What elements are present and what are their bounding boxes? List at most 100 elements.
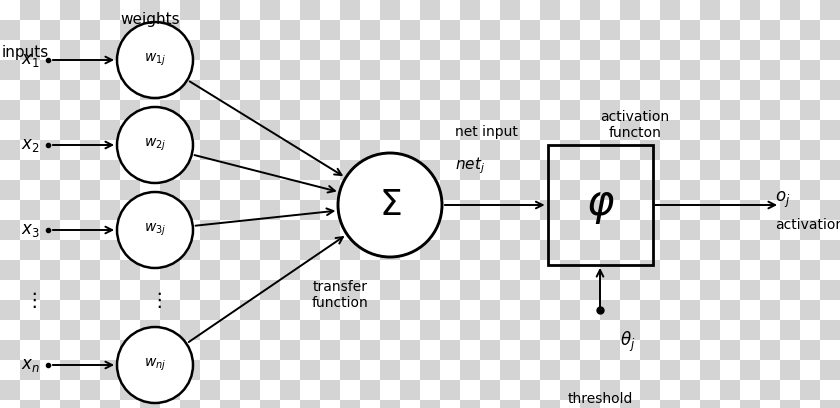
Bar [80,360,100,380]
Bar [660,300,680,320]
Bar [200,0,220,20]
Bar [200,260,220,280]
Bar [520,180,540,200]
Bar [760,260,780,280]
Bar [440,180,460,200]
Bar [760,120,780,140]
Bar [800,140,820,160]
Bar [660,220,680,240]
Bar [340,340,360,360]
Bar [0,240,20,260]
Bar [20,80,40,100]
Bar [560,220,580,240]
Bar [220,300,240,320]
Bar [500,320,520,340]
Bar [120,320,140,340]
Bar [140,0,160,20]
Bar [260,0,280,20]
Bar [660,140,680,160]
Bar [340,40,360,60]
Bar [60,360,80,380]
Bar [720,380,740,400]
Bar [260,340,280,360]
Bar [700,100,720,120]
Bar [420,360,440,380]
Bar [180,160,200,180]
Bar [100,60,120,80]
Bar [760,200,780,220]
Bar [560,300,580,320]
Bar [680,240,700,260]
Bar [700,240,720,260]
Bar [720,220,740,240]
Bar [440,220,460,240]
Text: $\theta_j$: $\theta_j$ [620,330,635,354]
Bar [420,140,440,160]
Bar [700,280,720,300]
Bar [540,80,560,100]
Bar [560,260,580,280]
Bar [280,20,300,40]
Bar [280,180,300,200]
Bar [20,60,40,80]
Bar [820,360,840,380]
Bar [300,160,320,180]
Bar [620,360,640,380]
Bar [380,0,400,20]
Bar [20,360,40,380]
Bar [820,200,840,220]
Bar [600,200,620,220]
Bar [600,20,620,40]
Bar [0,0,20,20]
Bar [820,280,840,300]
Bar [480,120,500,140]
Bar [140,360,160,380]
Bar [260,360,280,380]
Bar [220,60,240,80]
Bar [280,280,300,300]
Bar [460,20,480,40]
Bar [100,140,120,160]
Bar [580,360,600,380]
Bar [300,140,320,160]
Bar [560,160,580,180]
Bar [800,360,820,380]
Bar [400,380,420,400]
Bar [740,100,760,120]
Bar [120,200,140,220]
Bar [0,80,20,100]
Bar [100,380,120,400]
Bar [0,20,20,40]
Bar [480,280,500,300]
Bar [780,180,800,200]
Bar [120,300,140,320]
Bar [700,400,720,408]
Bar [140,400,160,408]
Bar [320,360,340,380]
Bar [640,180,660,200]
Bar [380,60,400,80]
Bar [260,380,280,400]
Bar [180,80,200,100]
Bar [100,280,120,300]
Text: net input: net input [455,125,518,139]
Bar [500,60,520,80]
Bar [160,340,180,360]
Bar [660,400,680,408]
Bar [240,320,260,340]
Bar [540,380,560,400]
Bar [220,100,240,120]
Bar [320,60,340,80]
Bar [780,300,800,320]
Bar [40,300,60,320]
Bar [320,320,340,340]
Bar [260,80,280,100]
Bar [600,260,620,280]
Bar [420,280,440,300]
Bar [740,240,760,260]
Bar [320,300,340,320]
Bar [200,360,220,380]
Bar [100,320,120,340]
Bar [300,0,320,20]
Bar [600,220,620,240]
